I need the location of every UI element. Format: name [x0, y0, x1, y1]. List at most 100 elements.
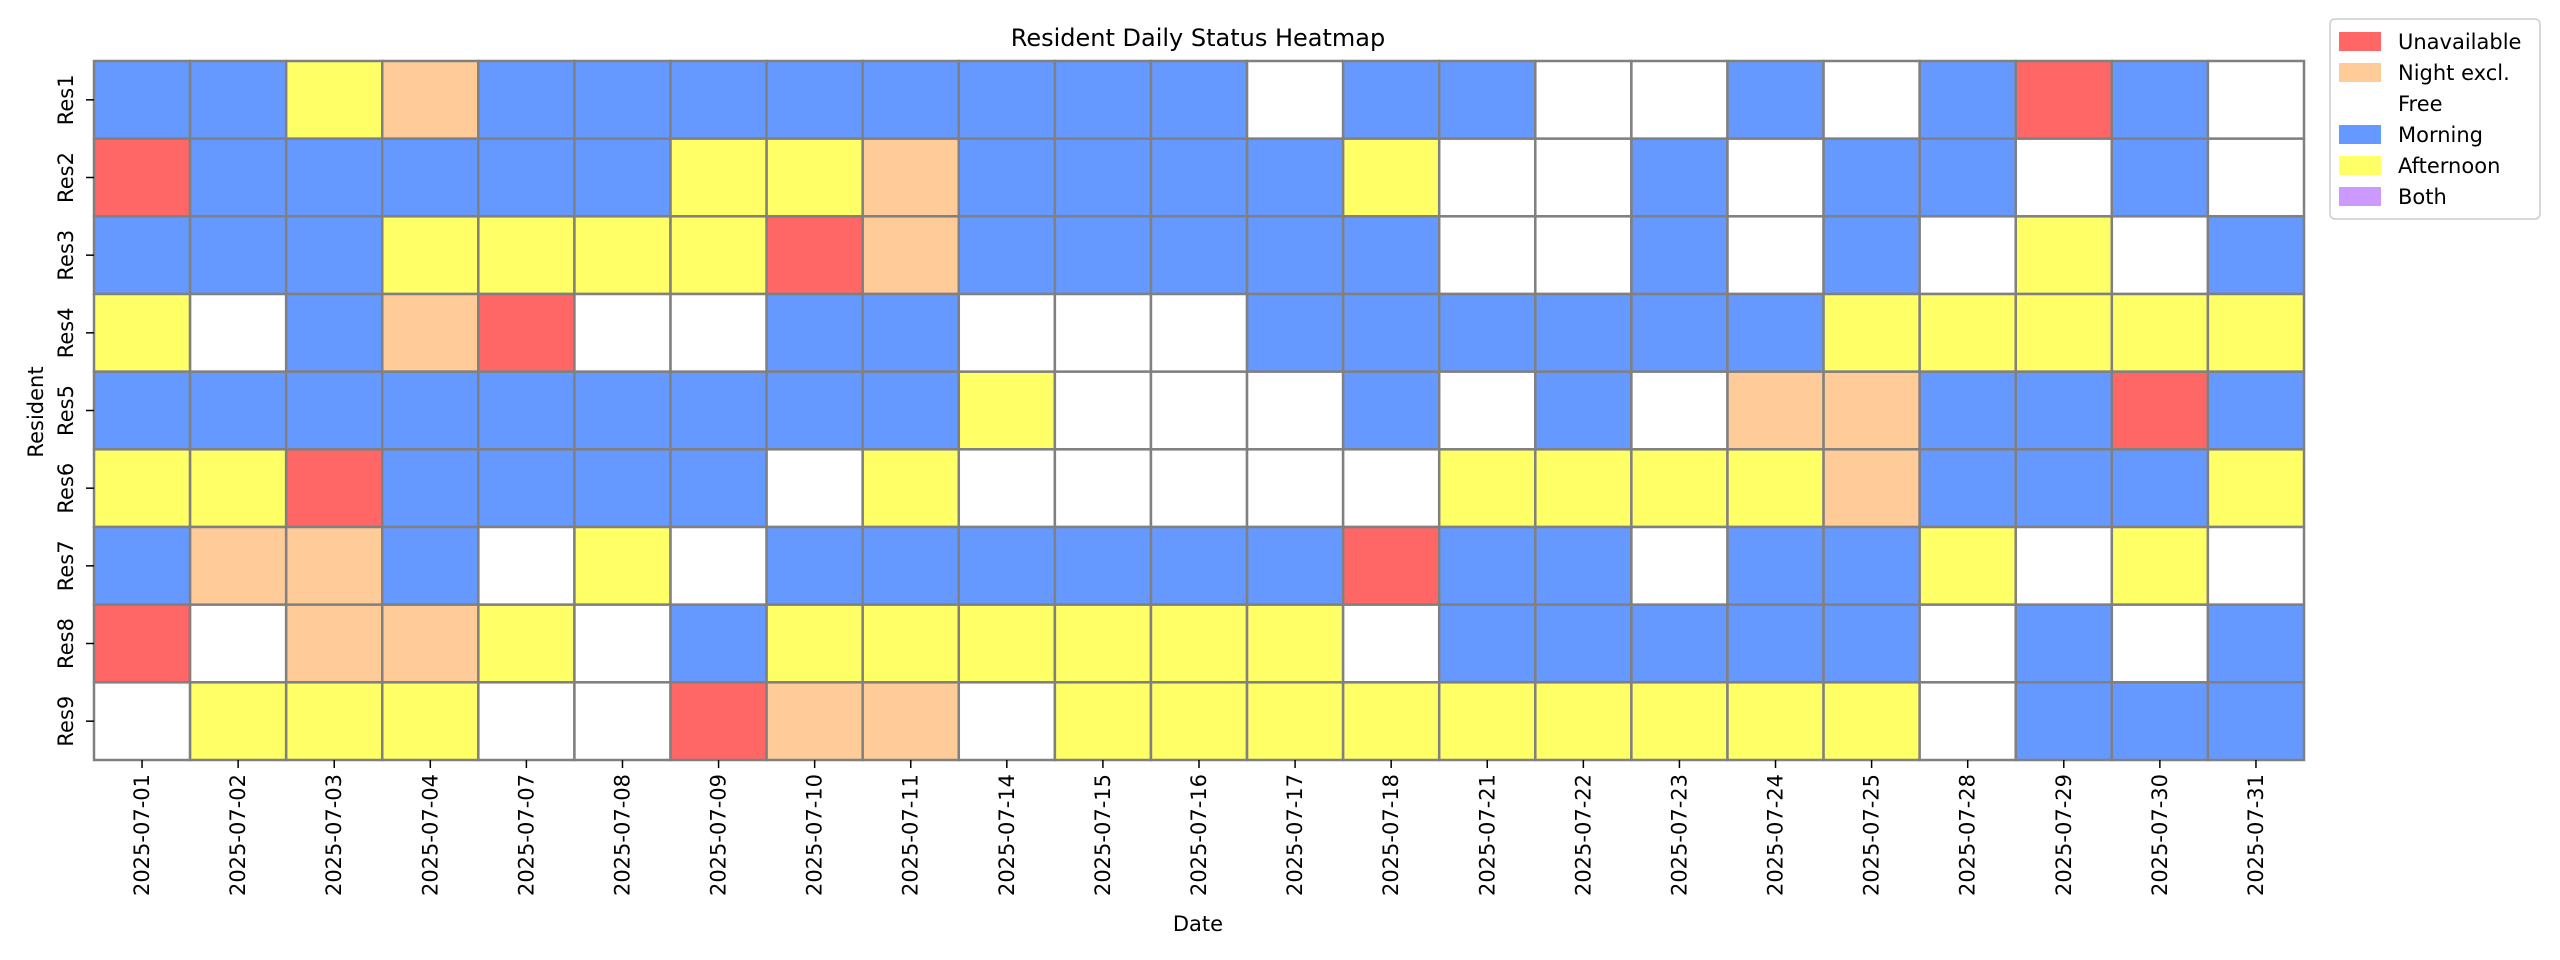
heatmap-cell: [669, 59, 768, 140]
heatmap-cell: [861, 59, 961, 140]
heatmap-cell: [1822, 603, 1921, 684]
heatmap-cell: [284, 59, 384, 140]
heatmap-cell: [284, 370, 384, 451]
x-tick-label: 2025-07-31: [2244, 774, 2268, 896]
heatmap-cell: [573, 448, 672, 529]
legend: Unavailable Night excl. Free Morning Afterno…: [2329, 18, 2541, 220]
legend-swatch: [2339, 125, 2381, 144]
heatmap-cell: [1437, 292, 1537, 373]
heatmap-cell: [92, 525, 192, 606]
heatmap-cell: [1053, 59, 1153, 140]
heatmap-cell: [573, 525, 672, 606]
heatmap-cell: [284, 448, 384, 529]
legend-label: Free: [2398, 92, 2443, 116]
heatmap-cell: [1630, 59, 1729, 140]
heatmap-cell: [861, 215, 961, 296]
chart-title: Resident Daily Status Heatmap: [1011, 24, 1386, 52]
heatmap-cell: [284, 603, 384, 684]
heatmap-cell: [2110, 603, 2210, 684]
heatmap-cell: [1245, 292, 1345, 373]
x-tick-label: 2025-07-04: [418, 774, 442, 896]
y-axis-label: Resident: [24, 366, 48, 457]
heatmap-cell: [1149, 59, 1249, 140]
heatmap-cell: [188, 525, 288, 606]
heatmap-cell: [1726, 681, 1825, 762]
heatmap-cell: [1437, 59, 1537, 140]
heatmap-cell: [1341, 137, 1441, 218]
legend-label: Unavailable: [2398, 30, 2521, 54]
y-tick-label: Res9: [54, 696, 78, 747]
x-tick-label: 2025-07-02: [226, 774, 250, 896]
heatmap-cell: [92, 603, 192, 684]
legend-swatch: [2339, 32, 2381, 51]
heatmap-cell: [2206, 370, 2306, 451]
y-tick-label: Res6: [54, 463, 78, 514]
heatmap-cell: [477, 292, 576, 373]
heatmap-cell: [2110, 215, 2210, 296]
heatmap-cell: [669, 215, 768, 296]
heatmap-cell: [1726, 292, 1825, 373]
heatmap-cell: [1149, 370, 1249, 451]
heatmap-cell: [1245, 448, 1345, 529]
x-tick-label: 2025-07-22: [1571, 774, 1595, 896]
heatmap-cell: [1149, 292, 1249, 373]
heatmap-cell: [669, 681, 768, 762]
heatmap-cell: [381, 448, 480, 529]
heatmap-cell: [765, 215, 864, 296]
x-tick-label: 2025-07-24: [1764, 774, 1788, 896]
x-axis-label: Date: [1173, 912, 1223, 936]
heatmap-cell: [381, 292, 480, 373]
heatmap-cell: [2206, 215, 2306, 296]
heatmap-cell: [2110, 292, 2210, 373]
heatmap-cell: [1918, 448, 2017, 529]
heatmap-cell: [1918, 292, 2017, 373]
heatmap-cell: [2014, 603, 2114, 684]
legend-swatch: [2339, 63, 2381, 82]
heatmap-cell: [381, 59, 480, 140]
heatmap-cell: [1245, 137, 1345, 218]
heatmap-cell: [765, 525, 864, 606]
heatmap-cell: [1918, 59, 2017, 140]
heatmap-cell: [1437, 681, 1537, 762]
heatmap-cell: [477, 603, 576, 684]
heatmap-cell: [1726, 59, 1825, 140]
heatmap-cell: [1053, 215, 1153, 296]
heatmap-cell: [1341, 215, 1441, 296]
heatmap-cell: [1630, 215, 1729, 296]
heatmap-cell: [1341, 603, 1441, 684]
heatmap-cell: [1918, 681, 2017, 762]
heatmap-cell: [1822, 215, 1921, 296]
heatmap-cell: [2206, 448, 2306, 529]
heatmap-cell: [2014, 525, 2114, 606]
heatmap-cell: [1341, 370, 1441, 451]
heatmap-cell: [92, 215, 192, 296]
heatmap-cell: [669, 603, 768, 684]
heatmap-cell: [477, 215, 576, 296]
heatmap-cell: [957, 215, 1057, 296]
heatmap-cell: [2014, 370, 2114, 451]
heatmap-cell: [2206, 525, 2306, 606]
heatmap-cell: [1245, 59, 1345, 140]
heatmap-cell: [765, 59, 864, 140]
heatmap-cell: [1630, 292, 1729, 373]
heatmap-cell: [1437, 603, 1537, 684]
heatmap-cell: [1630, 137, 1729, 218]
heatmap-cell: [1341, 525, 1441, 606]
heatmap-cell: [284, 681, 384, 762]
heatmap-cell: [1630, 681, 1729, 762]
heatmap-cell: [188, 137, 288, 218]
heatmap-cell: [861, 681, 961, 762]
heatmap-cell: [188, 370, 288, 451]
x-tick-label: 2025-07-08: [610, 774, 634, 896]
heatmap-cell: [861, 448, 961, 529]
heatmap-cell: [765, 137, 864, 218]
x-tick-label: 2025-07-01: [130, 774, 154, 896]
heatmap-cell: [669, 370, 768, 451]
y-tick-label: Res2: [54, 152, 78, 203]
heatmap-cell: [861, 292, 961, 373]
heatmap-cell: [957, 603, 1057, 684]
heatmap-cell: [1918, 137, 2017, 218]
heatmap-cell: [1053, 137, 1153, 218]
heatmap-cell: [957, 681, 1057, 762]
